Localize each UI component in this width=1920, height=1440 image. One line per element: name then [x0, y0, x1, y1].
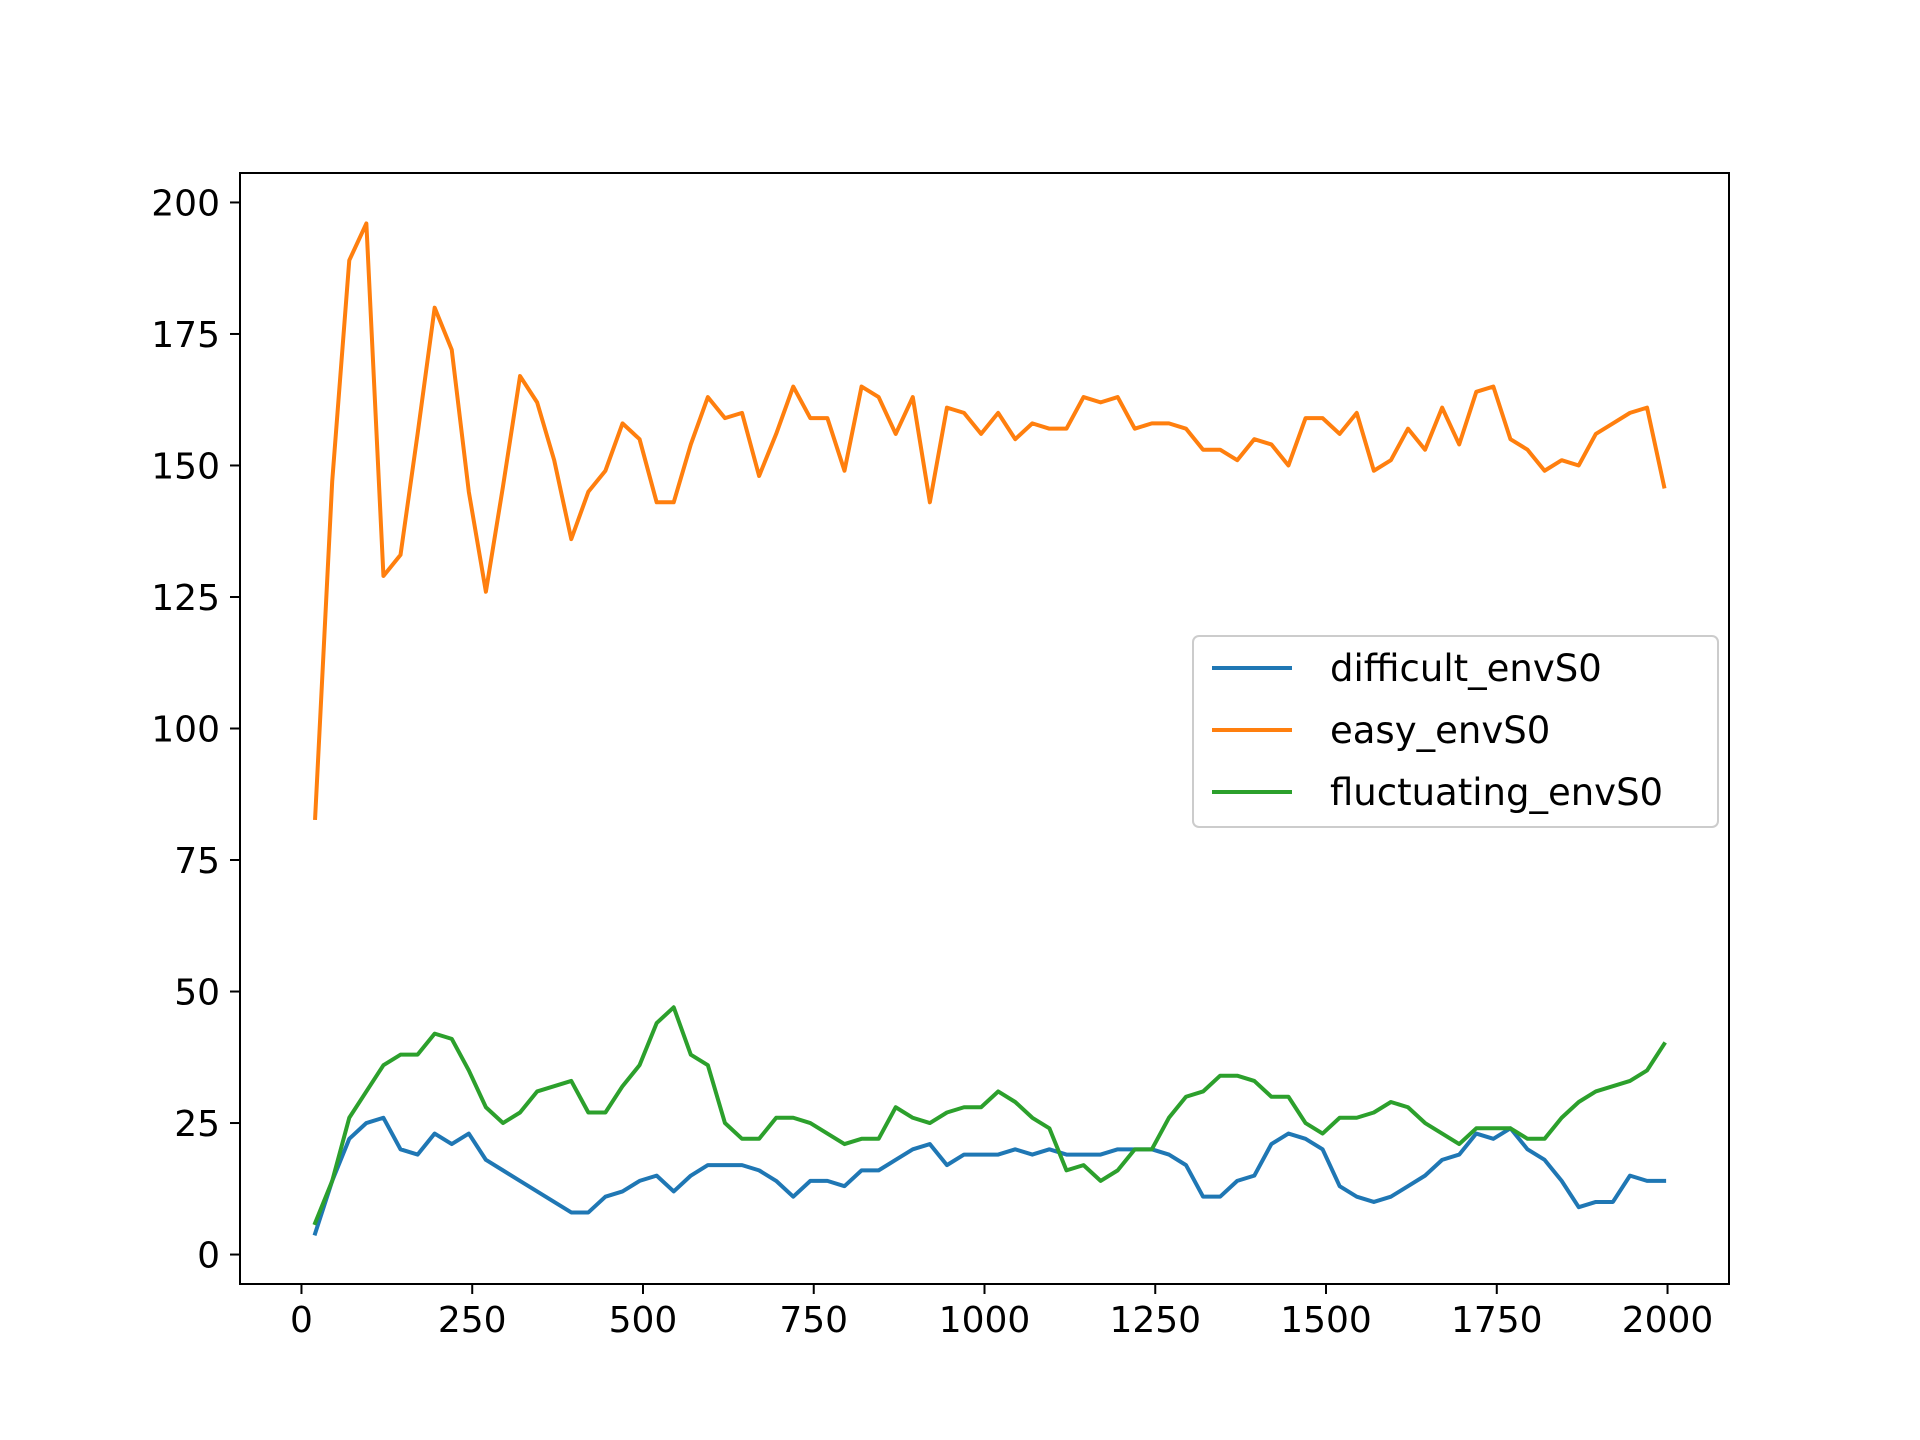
legend-label-difficult_envS0: difficult_envS0: [1330, 647, 1602, 690]
y-tick-label: 200: [151, 183, 220, 224]
x-tick-label: 1500: [1280, 1300, 1372, 1341]
legend: difficult_envS0 easy_envS0 fluctuating_env…: [1192, 635, 1719, 828]
y-tick-label: 125: [151, 578, 220, 619]
x-tick-label: 1000: [939, 1300, 1031, 1341]
x-axis: 0 250 500 750 1000 1250 1500 1750 2000: [290, 1284, 1713, 1341]
y-tick-label: 50: [174, 973, 220, 1014]
series-layer: [312, 221, 1667, 1237]
legend-label-easy_envS0: easy_envS0: [1330, 709, 1550, 752]
y-tick-label: 0: [197, 1236, 220, 1277]
x-tick-label: 750: [779, 1300, 848, 1341]
y-tick-label: 75: [174, 841, 220, 882]
x-tick-label: 1750: [1451, 1300, 1543, 1341]
series-line-easy_envS0: [313, 221, 1667, 821]
legend-label-fluctuating_envS0: fluctuating_envS0: [1330, 771, 1663, 814]
y-axis: 0 25 50 75 100 125 150 175 200: [151, 183, 240, 1277]
y-tick-label: 150: [151, 446, 220, 487]
x-tick-label: 0: [290, 1300, 313, 1341]
series-line-difficult_envS0: [312, 1115, 1667, 1237]
x-tick-label: 250: [438, 1300, 507, 1341]
x-tick-label: 1250: [1109, 1300, 1201, 1341]
legend-box: [1192, 635, 1719, 828]
series-line-fluctuating_envS0: [312, 1005, 1667, 1226]
y-tick-label: 100: [151, 710, 220, 751]
x-tick-label: 500: [609, 1300, 678, 1341]
x-tick-label: 2000: [1622, 1300, 1714, 1341]
y-tick-label: 25: [174, 1104, 220, 1145]
y-tick-label: 175: [151, 315, 220, 356]
